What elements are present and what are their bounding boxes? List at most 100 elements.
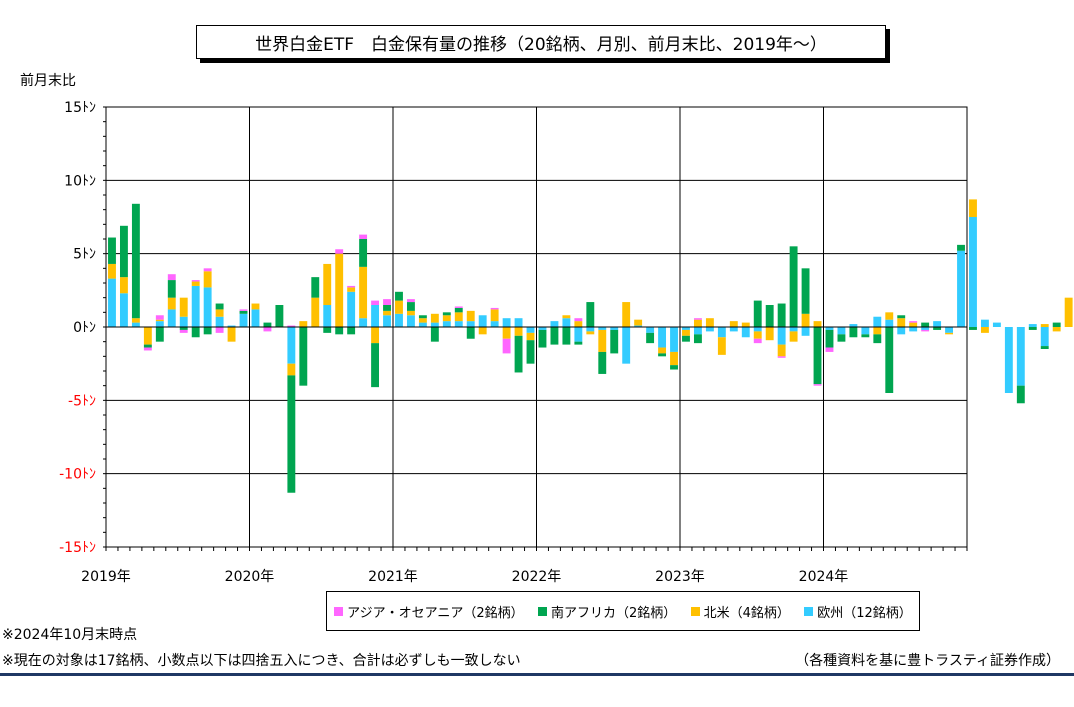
legend-item-asia: アジア・オセアニア（2銘柄） <box>334 602 524 621</box>
bar-segment <box>992 322 1001 327</box>
bar-segment <box>646 332 655 344</box>
bar-segment <box>837 327 846 335</box>
bar-segment <box>155 321 164 327</box>
bar-segment <box>598 351 607 374</box>
bar-segment <box>155 319 164 322</box>
x-tick-label: 2021年 <box>368 569 418 585</box>
bar-segment <box>693 319 702 327</box>
bar-segment <box>1052 322 1061 327</box>
bar-segment <box>514 318 523 327</box>
bar-segment <box>801 313 810 327</box>
bar-segment <box>693 334 702 344</box>
bar-segment <box>131 318 140 323</box>
bar-segment <box>347 285 356 288</box>
bar-segment <box>179 329 188 333</box>
bar-segment <box>466 310 475 322</box>
bar-segment <box>705 327 714 332</box>
bar-segment <box>598 329 607 352</box>
bar-segment <box>670 327 678 352</box>
bar-segment <box>191 327 200 338</box>
bar-segment <box>215 309 224 317</box>
bar-segment <box>933 321 942 327</box>
bars <box>108 199 1073 493</box>
y-tick-label: 10ﾄﾝ <box>64 173 96 189</box>
bar-segment <box>1040 346 1049 349</box>
bar-segment <box>359 266 368 319</box>
bar-segment <box>490 309 499 322</box>
footer-divider <box>0 673 1074 676</box>
bar-segment <box>502 327 511 339</box>
bar-segment <box>849 327 858 338</box>
bar-segment <box>514 327 523 336</box>
bar-segment <box>383 310 391 316</box>
bar-segment <box>777 356 786 358</box>
bar-segment <box>873 316 882 327</box>
y-tick-label: -15ﾄﾝ <box>59 540 96 556</box>
tick-labels: 15ﾄﾝ 10ﾄﾝ 5ﾄﾝ 0ﾄﾝ -5ﾄﾝ -10ﾄﾝ -15ﾄﾝ 2019年 2020年 20… <box>59 100 848 585</box>
bar-segment <box>741 322 750 327</box>
bar-segment <box>861 334 870 338</box>
bar-segment <box>131 203 140 319</box>
bar-segment <box>502 338 511 354</box>
bar-segment <box>622 302 631 327</box>
legend-swatch <box>538 606 548 616</box>
bar-segment <box>969 199 977 217</box>
bar-segment <box>191 280 200 282</box>
bar-segment <box>406 315 415 327</box>
bar-segment <box>311 297 320 327</box>
bar-segment <box>586 331 595 335</box>
bar-segment <box>287 325 296 327</box>
bar-segment <box>323 305 332 327</box>
bar-chart: 15ﾄﾝ 10ﾄﾝ 5ﾄﾝ 0ﾄﾝ -5ﾄﾝ -10ﾄﾝ -15ﾄﾝ 2019年 2020年 20… <box>59 100 1073 585</box>
bar-segment <box>861 327 870 335</box>
bar-segment <box>108 237 116 264</box>
y-tick-label: 15ﾄﾝ <box>64 100 96 116</box>
bar-segment <box>1016 385 1025 404</box>
bar-segment <box>215 327 224 333</box>
bar-segment <box>275 305 284 327</box>
bar-segment <box>969 217 977 327</box>
bar-segment <box>227 327 236 342</box>
bar-segment <box>909 321 918 323</box>
bar-segment <box>167 297 176 310</box>
bar-segment <box>383 315 391 327</box>
bar-segment <box>191 285 200 327</box>
bar-segment <box>347 291 356 327</box>
bar-segment <box>813 327 822 385</box>
bar-segment <box>143 327 152 345</box>
bar-segment <box>574 341 583 345</box>
bar-segment <box>897 315 906 319</box>
disclaimer-note: ※現在の対象は17銘柄、小数点以下は四捨五入につき、合計は必ずしも一致しない <box>2 653 521 669</box>
bar-segment <box>215 316 224 327</box>
bar-segment <box>418 318 427 323</box>
bar-segment <box>526 327 535 333</box>
bar-segment <box>215 303 224 310</box>
bar-segment <box>789 331 798 342</box>
bar-segment <box>586 302 595 327</box>
bar-segment <box>610 329 619 354</box>
bar-segment <box>418 322 427 327</box>
bar-segment <box>526 332 535 341</box>
bar-segment <box>885 312 894 320</box>
bar-segment <box>406 302 415 311</box>
bar-segment <box>1016 327 1025 386</box>
bar-segment <box>873 327 882 335</box>
bar-segment <box>622 327 631 364</box>
bar-segment <box>921 322 930 327</box>
bar-segment <box>753 300 762 327</box>
x-tick-label: 2019年 <box>81 569 131 585</box>
bar-segment <box>574 318 583 322</box>
legend-item-north-america: 北米（4銘柄） <box>690 602 790 621</box>
bar-segment <box>143 347 152 351</box>
bar-segment <box>167 309 176 327</box>
bar-segment <box>634 319 643 326</box>
bar-segment <box>323 263 332 305</box>
bar-segment <box>155 315 164 320</box>
bar-segment <box>454 321 463 327</box>
bar-segment <box>454 312 463 322</box>
bar-segment <box>897 318 906 327</box>
bar-segment <box>909 327 918 332</box>
bar-segment <box>1064 297 1073 327</box>
bar-segment <box>239 309 248 311</box>
bar-segment <box>693 318 702 320</box>
